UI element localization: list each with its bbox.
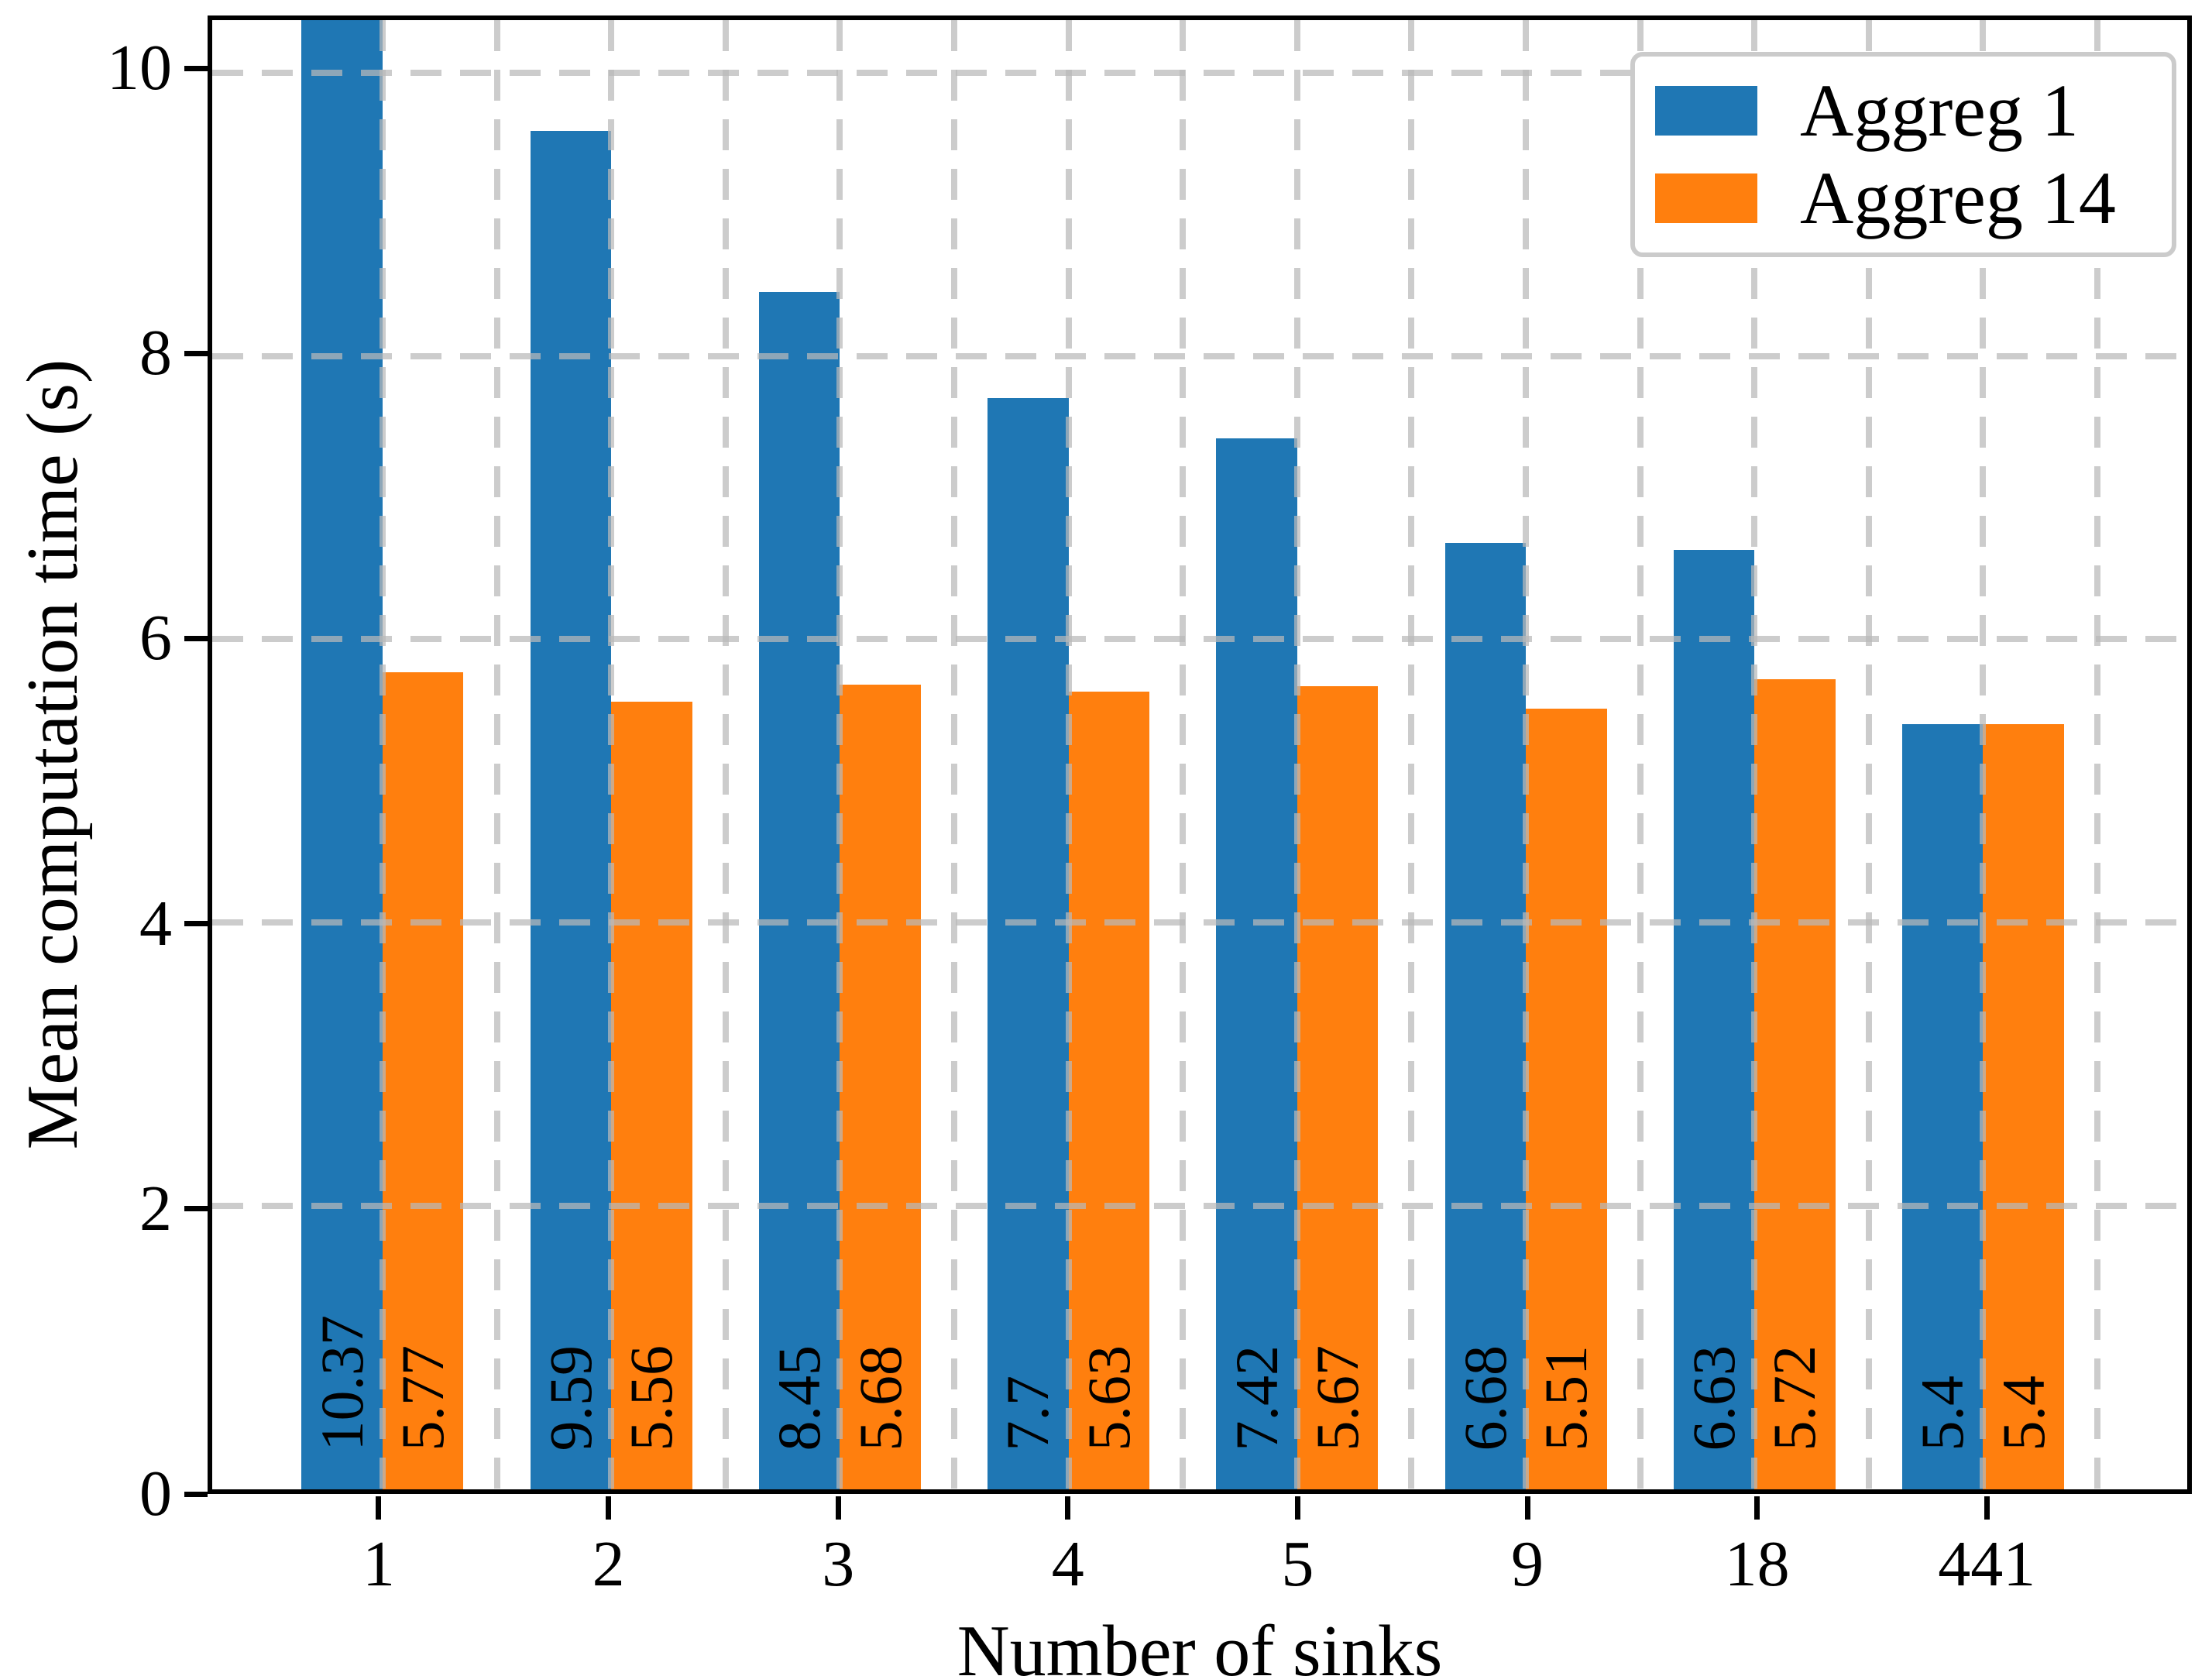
y-tick-mark [184,1491,208,1497]
bar-value-label: 5.63 [1074,1345,1142,1451]
legend-label: Aggreg 1 [1800,69,2079,153]
y-tick-label: 2 [139,1172,172,1245]
gridline-vertical-minor [2094,20,2101,1489]
gridline-vertical-major [1523,20,1530,1489]
legend-swatch-blue [1655,86,1757,136]
gridline-horizontal-y6 [212,636,2187,643]
gridline-vertical-minor [722,20,729,1489]
gridline-vertical-major [836,20,843,1489]
bar-value-label: 8.45 [765,1345,833,1451]
gridline-vertical-major [608,20,615,1489]
gridline-vertical-minor [1408,20,1415,1489]
y-tick-mark [184,921,208,927]
gridline-vertical-major [379,20,386,1489]
x-axis-label: Number of sinks [957,1611,1443,1676]
bar-value-label: 5.68 [846,1345,914,1451]
gridline-horizontal-y4 [212,919,2187,926]
bar-aggreg-14-sinks-9: 5.51 [1526,709,1607,1489]
bar-aggreg-1-sinks-4: 7.7 [988,398,1069,1489]
x-tick-mark [1984,1496,1990,1520]
x-tick-label: 5 [1281,1528,1314,1600]
bar-value-label: 5.77 [389,1345,457,1451]
y-tick-label: 10 [107,32,172,105]
bar-aggreg-14-sinks-441: 5.4 [1983,724,2064,1489]
bar-aggreg-14-sinks-1: 5.77 [382,671,464,1489]
bar-value-label: 5.72 [1760,1345,1829,1451]
gridline-vertical-minor [1637,20,1644,1489]
gridline-vertical-major [1065,20,1072,1489]
y-tick-mark [184,635,208,641]
bar-value-label: 5.4 [1989,1375,2057,1451]
gridline-horizontal-y2 [212,1203,2187,1210]
x-tick-mark [1524,1496,1530,1520]
gridline-vertical-minor [1180,20,1187,1489]
legend: Aggreg 1 Aggreg 14 [1630,52,2176,257]
x-tick-label: 3 [822,1528,855,1600]
bar-aggreg-14-sinks-4: 5.63 [1068,692,1150,1489]
bar-aggreg-14-sinks-3: 5.68 [840,684,921,1489]
gridline-vertical-major [1980,20,1987,1489]
x-tick-mark [1065,1496,1071,1520]
legend-item-aggreg-14: Aggreg 14 [1655,156,2172,239]
gridline-vertical-minor [950,20,957,1489]
x-tick-label: 4 [1051,1528,1084,1600]
x-tick-mark [1294,1496,1300,1520]
x-tick-mark [835,1496,841,1520]
y-tick-label: 4 [139,887,172,960]
x-tick-label: 18 [1724,1528,1790,1600]
y-tick-mark [184,1206,208,1212]
bar-value-label: 10.37 [307,1314,376,1451]
y-tick-label: 6 [139,602,172,675]
bar-value-label: 7.7 [994,1375,1062,1451]
bar-value-label: 7.42 [1222,1345,1290,1451]
x-tick-label: 2 [592,1528,625,1600]
bar-value-label: 5.67 [1304,1345,1372,1451]
grid-layer [212,20,2187,1489]
x-tick-label: 1 [362,1528,395,1600]
x-tick-label: 441 [1938,1528,2036,1600]
legend-item-aggreg-1: Aggreg 1 [1655,74,2172,148]
x-tick-mark [1754,1496,1760,1520]
bar-aggreg-14-sinks-5: 5.67 [1297,685,1379,1489]
gridline-vertical-minor [493,20,500,1489]
plot-area: 10.37 5.77 9.59 5.56 8.45 5.68 7.7 5.63 7.42 5.67… [208,15,2192,1494]
bar-value-label: 9.59 [537,1345,605,1451]
x-tick-label: 9 [1511,1528,1544,1600]
y-tick-mark [184,65,208,71]
bar-aggreg-1-sinks-441: 5.4 [1901,724,1984,1489]
gridline-vertical-major [1293,20,1300,1489]
bar-aggreg-1-sinks-9: 6.68 [1444,543,1527,1489]
bar-value-label: 5.51 [1532,1345,1600,1451]
y-axis-label: Mean computation time (s) [12,359,93,1150]
x-tick-mark [606,1496,612,1520]
bar-aggreg-1-sinks-3: 8.45 [758,292,840,1489]
legend-label: Aggreg 14 [1800,156,2116,239]
x-tick-mark [376,1496,382,1520]
gridline-horizontal-y8 [212,352,2187,359]
y-tick-label: 8 [139,317,172,390]
bar-aggreg-14-sinks-2: 5.56 [611,701,692,1489]
bar-aggreg-1-sinks-1: 10.37 [301,20,383,1489]
bar-aggreg-1-sinks-5: 7.42 [1216,438,1297,1489]
y-tick-mark [184,350,208,356]
gridline-horizontal-y10 [212,69,2187,76]
gridline-vertical-minor [1865,20,1872,1489]
bar-value-label: 5.4 [1908,1375,1977,1451]
gridline-vertical-major [1751,20,1758,1489]
bar-value-label: 6.63 [1680,1345,1748,1451]
bar-aggreg-14-sinks-18: 5.72 [1754,678,1836,1489]
y-tick-label: 0 [139,1458,172,1530]
bar-value-label: 5.56 [617,1345,685,1451]
bar-aggreg-1-sinks-18: 6.63 [1673,550,1755,1489]
legend-swatch-orange [1655,173,1757,223]
bar-value-label: 6.68 [1451,1345,1519,1451]
